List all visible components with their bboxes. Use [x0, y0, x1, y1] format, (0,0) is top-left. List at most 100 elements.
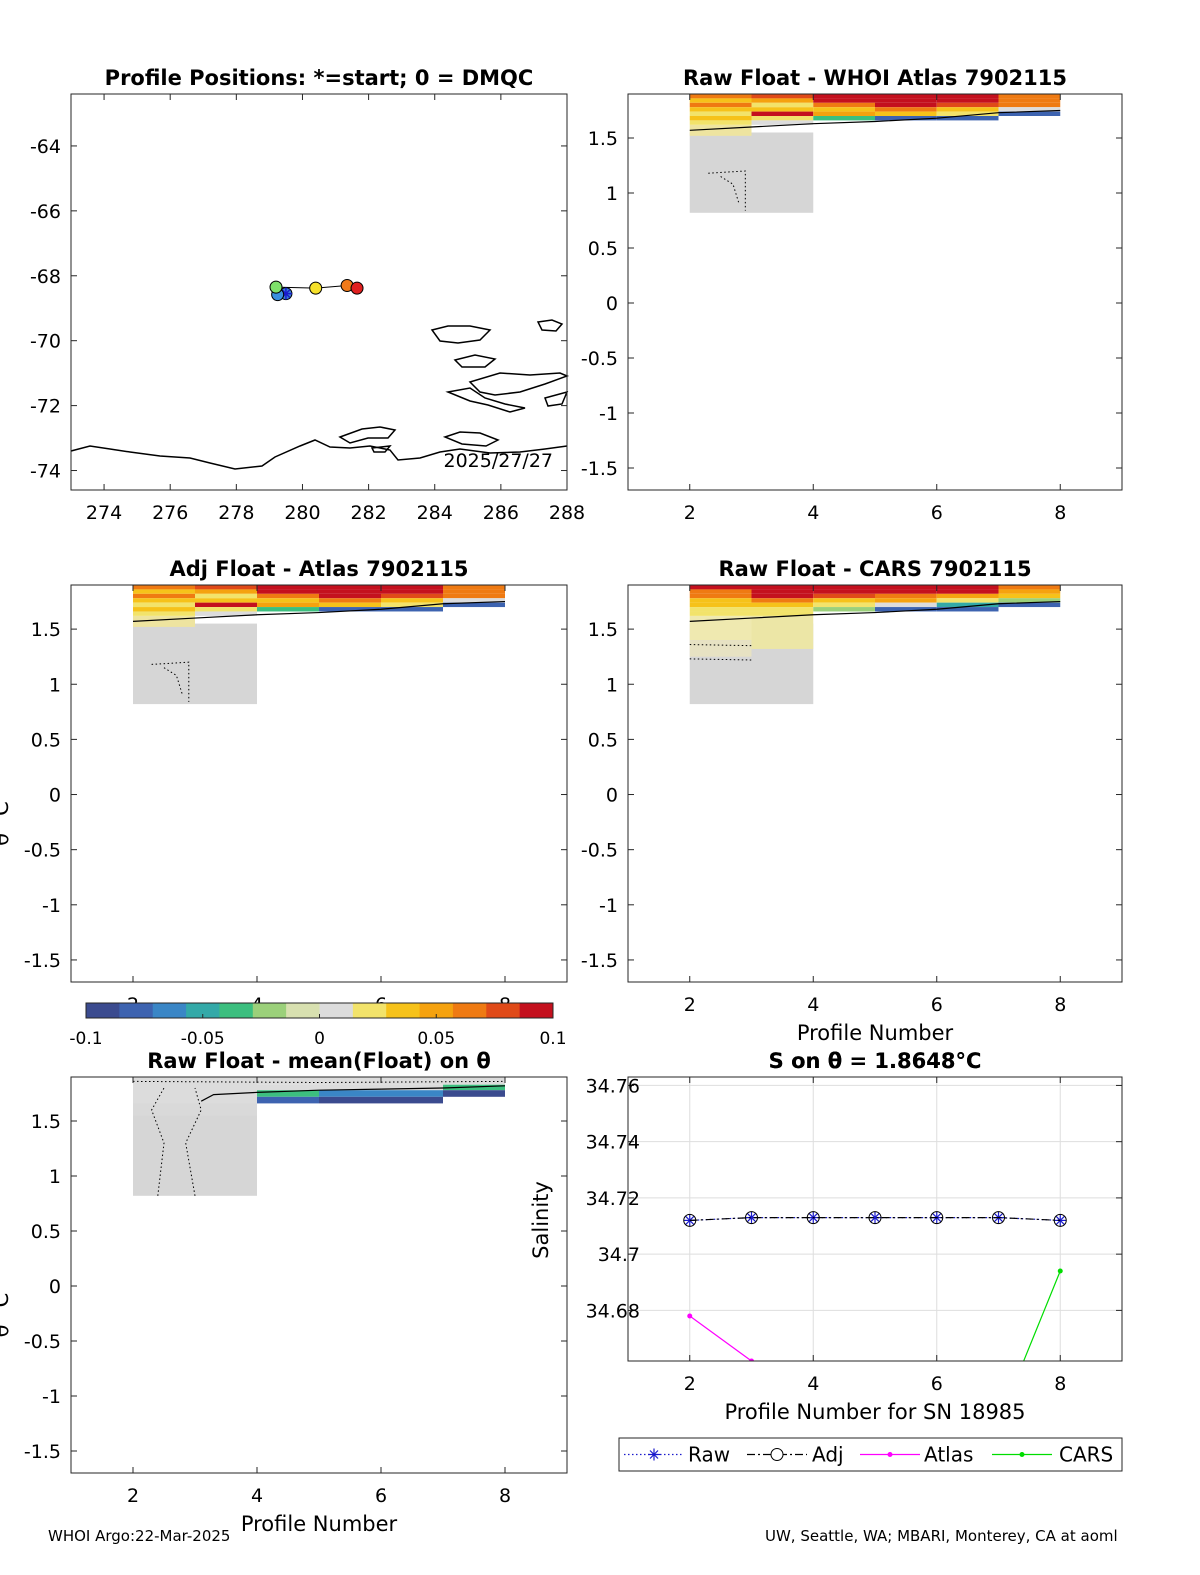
zero-contour	[689, 600, 1061, 622]
heatmap-cell	[813, 607, 875, 612]
heatmap-cell	[751, 611, 814, 616]
y-tick-label: -1.5	[581, 458, 618, 480]
heatmap-cell	[319, 593, 381, 599]
colorbar-swatch	[119, 1003, 154, 1018]
heatmap-gray-region	[133, 623, 257, 705]
heatmap-cell	[875, 116, 937, 121]
colorbar-swatch	[352, 1003, 387, 1018]
legend-label: Atlas	[924, 1443, 973, 1467]
colorbar-swatch	[386, 1003, 421, 1018]
heatmap-cell	[381, 593, 443, 599]
legend-marker	[1019, 1452, 1025, 1457]
x-tick-label: 6	[375, 1485, 387, 1507]
heatmap-cell	[443, 602, 505, 608]
heatmap-cell	[813, 94, 875, 99]
chart-title: Raw Float - WHOI Atlas 7902115	[683, 66, 1067, 90]
x-tick-label: 288	[549, 502, 585, 524]
heatmap-cell	[875, 598, 937, 603]
colorbar-tick-label: -0.1	[69, 1029, 102, 1049]
heatmap-cell	[751, 585, 814, 590]
heatmap-cell	[381, 1084, 443, 1091]
x-tick-label: 4	[807, 1373, 819, 1395]
y-axis-label: Salinity	[529, 1181, 553, 1259]
x-tick-label: 280	[284, 502, 320, 524]
x-tick-label: 276	[152, 502, 188, 524]
heatmap-cell	[319, 1090, 381, 1097]
heatmap-cell	[195, 593, 257, 599]
dotted-contour	[151, 1087, 165, 1196]
heatmap-cell	[257, 598, 319, 603]
series-line	[1023, 1270, 1061, 1361]
axes-box	[627, 93, 1123, 491]
heatmap-cell	[998, 585, 1061, 590]
heatmap-cell	[381, 602, 443, 608]
heatmap-cell	[689, 98, 752, 103]
heatmap-cell	[813, 102, 875, 108]
dotted-contour	[163, 667, 184, 696]
coastline	[442, 431, 500, 447]
coastline	[338, 426, 397, 444]
series-atlas	[687, 1313, 754, 1361]
data-point	[1053, 1213, 1067, 1227]
heatmap-cell	[195, 1077, 257, 1085]
heatmap-cell	[998, 98, 1061, 103]
data-point	[683, 1213, 697, 1227]
heatmap-cell	[689, 116, 752, 121]
y-tick-label: 0.5	[588, 238, 618, 260]
heatmap-cell	[381, 1090, 443, 1097]
y-tick-label: -68	[30, 266, 61, 288]
coastline	[468, 372, 570, 396]
heatmap-cell	[813, 116, 875, 121]
heatmap-cell	[381, 598, 443, 603]
heatmap-cell	[133, 602, 195, 608]
x-axis-label: Profile Number	[797, 1021, 954, 1045]
data-point	[745, 1211, 758, 1225]
zero-contour	[200, 1085, 506, 1102]
heatmap-cell	[875, 589, 937, 594]
series-adj	[683, 1211, 1067, 1227]
colorbar-swatch	[486, 1003, 521, 1018]
heatmap-cell	[875, 585, 937, 590]
y-tick-label: 34.74	[586, 1132, 640, 1154]
heatmap-cell	[319, 589, 381, 594]
x-tick-label: 4	[807, 994, 819, 1016]
y-tick-label: -1	[599, 403, 618, 425]
colorbar-swatch	[219, 1003, 254, 1018]
x-tick-label: 8	[499, 1485, 511, 1507]
heatmap-cell	[381, 585, 443, 590]
heatmap-cell	[257, 589, 319, 594]
colorbar-swatch	[519, 1003, 554, 1018]
colorbar-tick-label: -0.05	[181, 1029, 225, 1049]
y-tick-label: -0.5	[24, 840, 61, 862]
x-tick-label: 4	[251, 1485, 263, 1507]
heatmap-cell	[195, 602, 257, 608]
heatmap-cell	[751, 102, 814, 108]
y-tick-label: -0.5	[24, 1331, 61, 1353]
y-tick-label: 1	[49, 674, 61, 696]
heatmap-cell	[133, 1096, 195, 1104]
chart-title: Raw Float - mean(Float) on θ	[147, 1049, 491, 1073]
heatmap-cell	[195, 607, 257, 612]
heatmap-cell	[936, 593, 999, 599]
heatmap-cell	[133, 1090, 195, 1097]
heatmap-cell	[257, 602, 319, 608]
heatmap-cell	[936, 102, 999, 108]
heatmap-cell	[689, 102, 752, 108]
y-tick-label: -1	[599, 895, 618, 917]
y-tick-label: 34.68	[586, 1300, 640, 1322]
y-tick-label: 34.76	[586, 1075, 640, 1097]
heatmap-cell	[133, 598, 195, 603]
heatmap-cell	[751, 593, 814, 599]
data-point	[806, 1211, 820, 1225]
heatmap-cell	[936, 585, 999, 590]
y-tick-label: -1.5	[581, 950, 618, 972]
y-tick-label: 34.72	[586, 1188, 640, 1210]
y-tick-label: 0	[606, 293, 618, 315]
y-tick-label: -64	[30, 136, 61, 158]
data-point	[749, 1358, 754, 1361]
heatmap-cell	[689, 607, 752, 612]
heatmap-cell	[813, 593, 875, 599]
heatmap-cell	[689, 111, 752, 116]
heatmap-cell	[381, 607, 443, 612]
x-tick-label: 8	[1054, 1373, 1066, 1395]
